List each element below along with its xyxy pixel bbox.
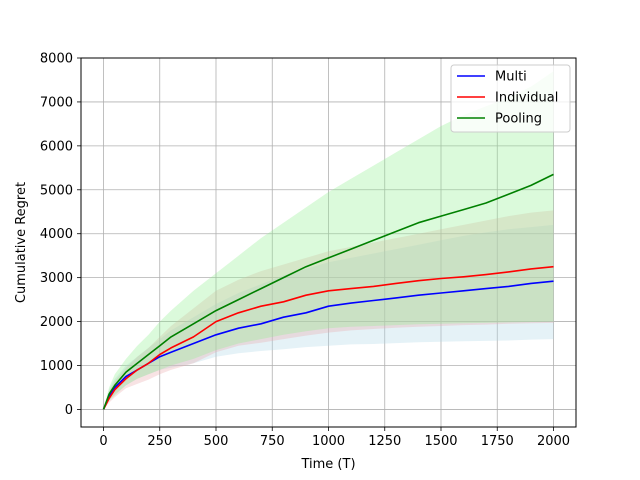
x-tick-label: 1000 bbox=[312, 434, 345, 449]
x-tick-label: 1250 bbox=[368, 434, 401, 449]
x-tick-label: 0 bbox=[99, 434, 107, 449]
x-tick-label: 250 bbox=[147, 434, 172, 449]
y-tick-label: 4000 bbox=[40, 227, 73, 242]
y-axis-label: Cumulative Regret bbox=[14, 182, 29, 303]
y-tick-label: 5000 bbox=[40, 183, 73, 198]
x-tick-label: 2000 bbox=[537, 434, 570, 449]
confidence-band-pooling bbox=[103, 71, 554, 410]
legend: Multi Individual Pooling bbox=[450, 64, 571, 133]
axis-ticks: 0 250 500 750 1000 1250 1500 1750 2000 0 1000 2000 3… bbox=[40, 52, 570, 450]
x-tick-label: 500 bbox=[204, 434, 229, 449]
y-tick-label: 0 bbox=[65, 403, 73, 418]
x-axis-label: Time (T) bbox=[300, 457, 355, 472]
legend-label-pooling: Pooling bbox=[495, 112, 542, 127]
y-tick-label: 3000 bbox=[40, 271, 73, 286]
legend-label-multi: Multi bbox=[495, 70, 527, 85]
confidence-bands bbox=[103, 71, 554, 410]
y-tick-label: 2000 bbox=[40, 315, 73, 330]
series-lines bbox=[102, 173, 554, 410]
x-tick-label: 1500 bbox=[424, 434, 457, 449]
x-tick-label: 750 bbox=[260, 434, 285, 449]
legend-box bbox=[450, 64, 571, 133]
confidence-band-multi bbox=[103, 224, 554, 410]
confidence-band-individual bbox=[103, 210, 554, 410]
series-line-individual bbox=[102, 265, 554, 410]
legend-label-individual: Individual bbox=[495, 91, 558, 106]
series-line-pooling bbox=[102, 173, 554, 410]
y-tick-label: 6000 bbox=[40, 139, 73, 154]
y-tick-label: 8000 bbox=[40, 52, 73, 67]
y-tick-label: 7000 bbox=[40, 95, 73, 110]
x-tick-label: 1750 bbox=[481, 434, 514, 449]
y-tick-label: 1000 bbox=[40, 359, 73, 374]
